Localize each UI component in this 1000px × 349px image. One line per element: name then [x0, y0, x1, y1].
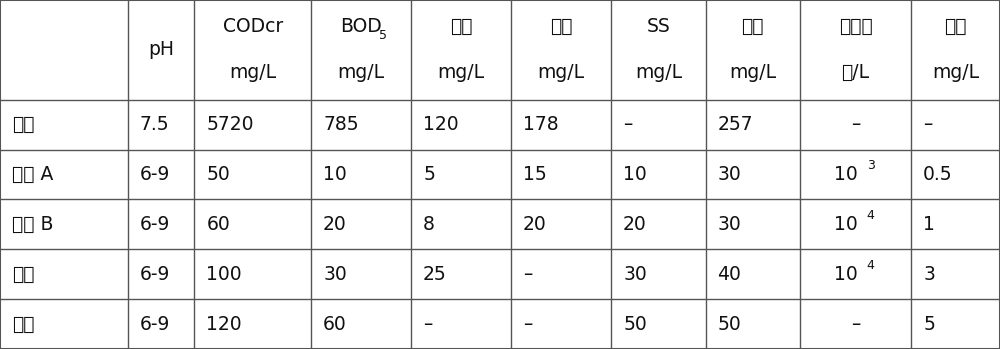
Text: 120: 120: [423, 115, 459, 134]
Text: –: –: [923, 115, 932, 134]
Text: 3: 3: [867, 159, 874, 172]
Text: 257: 257: [718, 115, 753, 134]
Text: 10: 10: [834, 265, 857, 284]
Text: mg/L: mg/L: [438, 63, 485, 82]
Text: mg/L: mg/L: [229, 63, 276, 82]
Text: 5: 5: [423, 165, 435, 184]
Text: BOD: BOD: [340, 17, 382, 36]
Text: –: –: [851, 115, 860, 134]
Text: 20: 20: [323, 215, 347, 234]
Text: –: –: [523, 265, 532, 284]
Text: 50: 50: [623, 314, 647, 334]
Text: 一级 A: 一级 A: [12, 165, 53, 184]
Text: mg/L: mg/L: [932, 63, 979, 82]
Text: 50: 50: [718, 314, 741, 334]
Text: 30: 30: [718, 215, 741, 234]
Text: 1: 1: [923, 215, 935, 234]
Text: mg/L: mg/L: [635, 63, 682, 82]
Text: 总氮: 总氮: [550, 17, 572, 36]
Text: 10: 10: [323, 165, 347, 184]
Text: 色度: 色度: [742, 17, 764, 36]
Text: 60: 60: [206, 215, 230, 234]
Text: 氨氮: 氨氮: [450, 17, 472, 36]
Text: 6-9: 6-9: [140, 265, 170, 284]
Text: 4: 4: [867, 259, 874, 272]
Text: 60: 60: [323, 314, 347, 334]
Text: 4: 4: [867, 209, 874, 222]
Text: 6-9: 6-9: [140, 314, 170, 334]
Text: 6-9: 6-9: [140, 165, 170, 184]
Text: 0.5: 0.5: [923, 165, 953, 184]
Text: 50: 50: [206, 165, 230, 184]
Text: 5: 5: [923, 314, 935, 334]
Text: 15: 15: [523, 165, 547, 184]
Text: 10: 10: [834, 215, 857, 234]
Text: 肂杆菌: 肂杆菌: [839, 17, 872, 36]
Text: 30: 30: [623, 265, 647, 284]
Text: 三级: 三级: [12, 314, 34, 334]
Text: 二级: 二级: [12, 265, 34, 284]
Text: 污水: 污水: [12, 115, 34, 134]
Text: 40: 40: [718, 265, 741, 284]
Text: mg/L: mg/L: [338, 63, 385, 82]
Text: 785: 785: [323, 115, 359, 134]
Text: 178: 178: [523, 115, 559, 134]
Text: mg/L: mg/L: [729, 63, 776, 82]
Text: 一级 B: 一级 B: [12, 215, 54, 234]
Text: 10: 10: [623, 165, 647, 184]
Text: 8: 8: [423, 215, 435, 234]
Text: 5: 5: [379, 29, 387, 42]
Text: 20: 20: [623, 215, 647, 234]
Text: pH: pH: [148, 40, 174, 59]
Text: 25: 25: [423, 265, 447, 284]
Text: 120: 120: [206, 314, 242, 334]
Text: SS: SS: [646, 17, 670, 36]
Text: 6-9: 6-9: [140, 215, 170, 234]
Text: 10: 10: [834, 165, 857, 184]
Text: 100: 100: [206, 265, 242, 284]
Text: 3: 3: [923, 265, 935, 284]
Text: 5720: 5720: [206, 115, 254, 134]
Text: 7.5: 7.5: [140, 115, 169, 134]
Text: –: –: [851, 314, 860, 334]
Text: –: –: [423, 314, 432, 334]
Text: 个/L: 个/L: [841, 63, 870, 82]
Text: –: –: [623, 115, 632, 134]
Text: 30: 30: [718, 165, 741, 184]
Text: –: –: [523, 314, 532, 334]
Text: 20: 20: [523, 215, 547, 234]
Text: 总磷: 总磷: [944, 17, 967, 36]
Text: 30: 30: [323, 265, 347, 284]
Text: CODcr: CODcr: [223, 17, 283, 36]
Text: mg/L: mg/L: [538, 63, 585, 82]
